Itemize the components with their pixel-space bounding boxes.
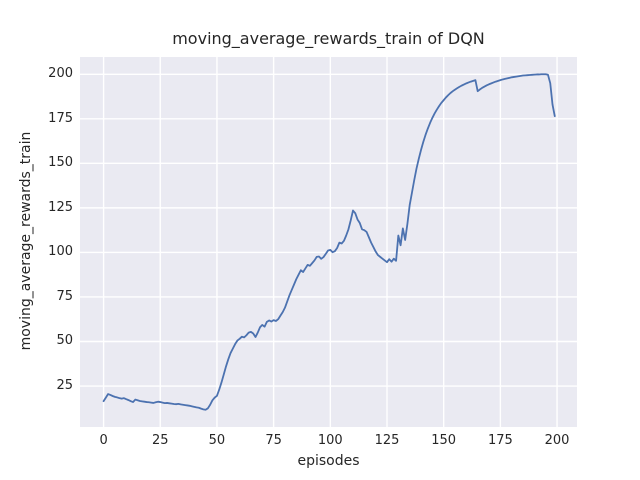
y-axis-label: moving_average_rewards_train <box>18 131 34 351</box>
y-tick-label: 150 <box>48 155 73 171</box>
y-tick-label: 125 <box>48 199 73 215</box>
x-tick-label: 100 <box>317 433 343 448</box>
chart-title: moving_average_rewards_train of DQN <box>172 29 485 48</box>
y-tick-label: 75 <box>56 288 73 304</box>
x-tick-label: 50 <box>208 433 226 448</box>
y-tick-label: 200 <box>48 66 73 82</box>
x-axis-label: episodes <box>297 453 360 469</box>
x-tick-label: 175 <box>487 433 513 448</box>
x-tick-label: 125 <box>374 433 400 448</box>
y-tick-label: 100 <box>48 244 73 260</box>
x-tick-label: 0 <box>99 433 108 448</box>
axes-background <box>80 57 577 427</box>
y-tick-label: 25 <box>56 378 73 394</box>
x-tick-label: 150 <box>431 433 457 448</box>
x-tick-label: 25 <box>151 433 169 448</box>
x-tick-label: 200 <box>544 433 570 448</box>
x-tick-label: 75 <box>265 433 282 448</box>
y-tick-label: 50 <box>56 333 73 349</box>
y-tick-label: 175 <box>48 110 73 126</box>
series-line <box>102 73 556 411</box>
